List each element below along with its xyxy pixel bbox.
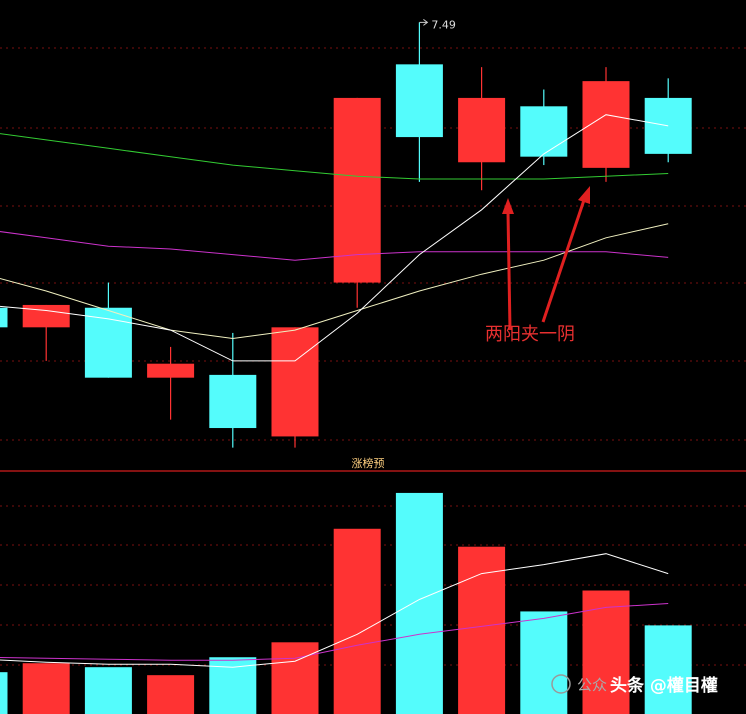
candle-body	[333, 97, 381, 283]
arrow	[506, 211, 512, 331]
candle-body	[395, 64, 443, 138]
candle-body	[271, 327, 319, 437]
arrow-head	[502, 198, 514, 214]
ma-line	[0, 223, 669, 340]
candle-body	[84, 307, 132, 378]
high-label: 7.49	[431, 18, 456, 31]
volume-bar	[458, 546, 506, 714]
watermark: 公众 头条 @權目權	[551, 674, 718, 696]
ma-line	[0, 114, 669, 362]
volume-bar	[520, 611, 568, 714]
ma-line	[0, 231, 669, 261]
candle-body	[147, 363, 195, 378]
volume-bar	[147, 675, 195, 714]
volume-bar	[0, 672, 8, 714]
volume-bar	[582, 590, 630, 714]
ma-line	[0, 553, 669, 668]
candle-body	[209, 374, 257, 429]
arrow	[541, 199, 586, 323]
candle-body	[22, 304, 70, 328]
volume-bar	[644, 625, 692, 714]
volume-bar	[84, 667, 132, 714]
watermark-account: 公众	[577, 676, 607, 694]
volume-bar	[22, 663, 70, 714]
candle-body	[458, 97, 506, 163]
ma-line	[0, 133, 669, 180]
volume-bar	[271, 642, 319, 714]
panel-title: 涨榜预	[352, 456, 385, 470]
volume-bar	[333, 528, 381, 714]
high-marker	[419, 18, 429, 26]
marks: 7.49	[0, 18, 692, 714]
annotation: 两阳夹一阴	[485, 324, 575, 345]
volume-bar	[395, 492, 443, 714]
arrows	[502, 186, 590, 331]
candle-body	[0, 307, 8, 328]
arrow-head	[578, 186, 590, 204]
watermark-text: 头条 @權目權	[610, 675, 718, 696]
ma-line	[0, 603, 669, 661]
watermark-icon	[551, 674, 571, 694]
candle-body	[520, 106, 568, 157]
